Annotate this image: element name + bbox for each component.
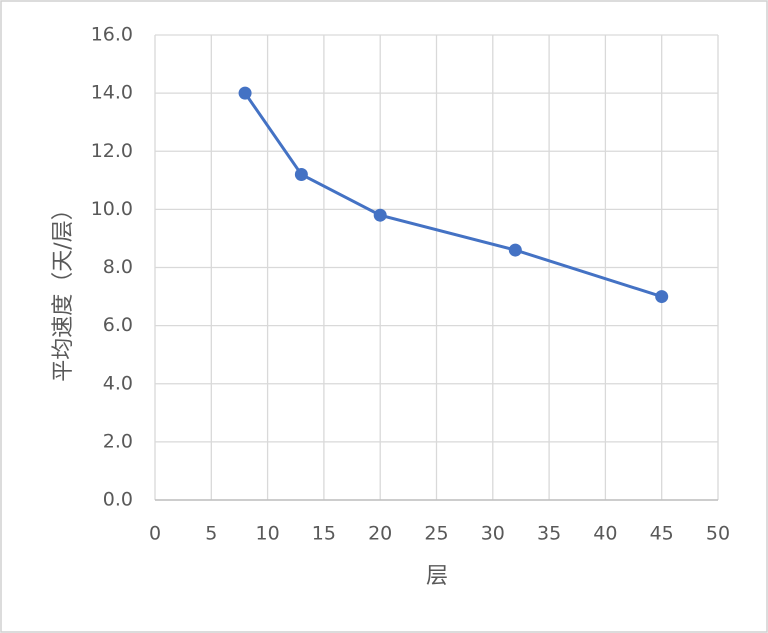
- y-tick-label: 8.0: [103, 256, 133, 278]
- y-tick-label: 4.0: [103, 372, 133, 394]
- y-tick-label: 10.0: [91, 198, 133, 220]
- data-point: [508, 243, 522, 257]
- data-point: [373, 208, 387, 222]
- x-tick-label: 0: [149, 523, 161, 545]
- y-axis-label: 平均速度（天/层）: [51, 198, 76, 381]
- x-tick-label: 15: [312, 523, 336, 545]
- x-axis-label: 层: [426, 564, 448, 589]
- y-tick-label: 16.0: [91, 24, 133, 46]
- x-tick-label: 30: [481, 523, 505, 545]
- data-point: [294, 168, 308, 181]
- x-tick-label: 50: [706, 523, 730, 545]
- y-tick-label: 0.0: [103, 489, 133, 511]
- data-point: [655, 290, 669, 304]
- data-point: [238, 86, 252, 100]
- x-tick-label: 40: [593, 523, 617, 545]
- y-tick-label: 6.0: [103, 314, 133, 336]
- x-tick-label: 10: [256, 523, 280, 545]
- y-tick-label: 12.0: [91, 140, 133, 162]
- x-tick-label: 35: [537, 523, 561, 545]
- x-tick-label: 25: [424, 523, 448, 545]
- x-tick-label: 5: [205, 523, 217, 545]
- x-tick-label: 20: [368, 523, 392, 545]
- y-tick-label: 2.0: [103, 430, 133, 452]
- x-tick-label: 45: [650, 523, 674, 545]
- y-tick-label: 14.0: [91, 82, 133, 104]
